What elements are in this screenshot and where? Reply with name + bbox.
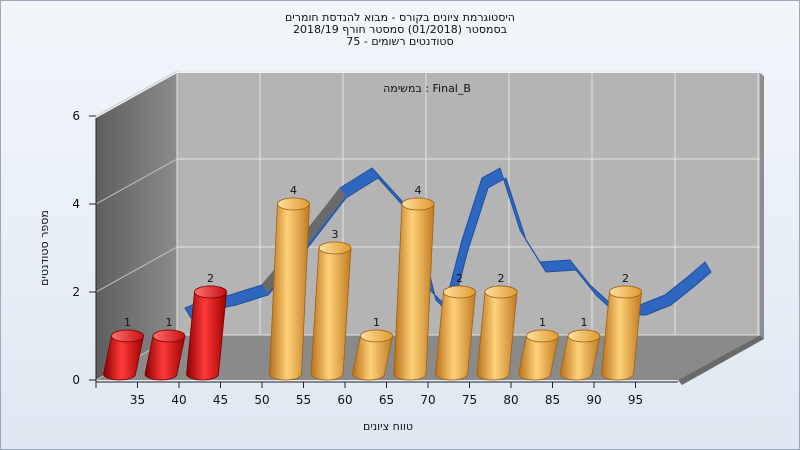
grid-side-line — [95, 246, 178, 293]
histogram-bar: 3 — [310, 228, 352, 381]
x-tick-label: 45 — [213, 393, 228, 407]
bar-top — [567, 329, 601, 343]
x-tick-label: 65 — [379, 393, 394, 407]
bar-top — [401, 197, 435, 211]
bar-value-label: 2 — [622, 272, 629, 285]
y-axis-ticks: 0 2 4 6 — [72, 109, 96, 387]
bars-group: 1 1 2 4 3 1 4 2 2 1 1 2 — [103, 184, 642, 381]
bar-value-label: 4 — [415, 184, 422, 197]
x-tick-label: 70 — [420, 393, 435, 407]
histogram-bar: 2 — [476, 272, 518, 381]
bar-value-label: 2 — [498, 272, 505, 285]
bar-value-label: 1 — [373, 316, 380, 329]
bar-top — [609, 285, 642, 299]
x-tick-label: 75 — [462, 393, 477, 407]
bar-value-label: 2 — [207, 272, 214, 285]
grid-side-line — [95, 70, 178, 117]
y-tick-label: 0 — [72, 373, 80, 387]
histogram-bar: 1 — [559, 316, 601, 381]
histogram-bar: 4 — [269, 184, 310, 381]
histogram-bar: 2 — [186, 272, 227, 381]
chart-title-line-3: סטודנטים רשומים - 75 — [346, 35, 454, 48]
y-axis-title: מספר סטודנטים — [38, 210, 51, 286]
floor-edge — [678, 335, 764, 385]
x-tick-label: 55 — [296, 393, 311, 407]
bar-value-label: 1 — [581, 316, 588, 329]
bar-top — [360, 329, 393, 343]
bar-top — [152, 329, 186, 343]
x-axis-title: טווח ציונים — [363, 420, 413, 433]
left-side-wall — [96, 73, 177, 380]
histogram-bar: 4 — [393, 184, 435, 381]
x-tick-label: 40 — [171, 393, 186, 407]
grid-side-line — [95, 158, 178, 205]
chart-title-line-2: בסמסטר (01/2018) סמסטר חורף 2018/19 — [293, 23, 507, 36]
bar-top — [194, 285, 227, 299]
histogram-bar: 1 — [103, 316, 144, 381]
x-axis-ticks: 35 40 45 50 55 60 65 70 75 80 85 90 95 — [95, 382, 643, 407]
bar-top — [484, 285, 518, 299]
bar-value-label: 3 — [332, 228, 339, 241]
bar-top — [526, 329, 559, 343]
x-tick-label: 50 — [254, 393, 269, 407]
chart-title-line-1: היסטוגרמת ציונים בקורס - מבוא להנדסת חומ… — [285, 11, 515, 24]
chart-subtitle: במשימה : Final_B — [383, 82, 471, 95]
bar-top — [443, 285, 476, 299]
histogram-bar: 2 — [601, 272, 642, 381]
histogram-bar: 2 — [435, 272, 476, 381]
x-tick-label: 60 — [337, 393, 352, 407]
bar-value-label: 1 — [124, 316, 131, 329]
bar-top — [111, 329, 144, 343]
histogram-bar: 1 — [518, 316, 559, 381]
y-tick-label: 4 — [72, 197, 80, 211]
x-tick-label: 90 — [586, 393, 601, 407]
bar-value-label: 2 — [456, 272, 463, 285]
x-tick-label: 85 — [545, 393, 560, 407]
histogram-bar: 1 — [352, 316, 393, 381]
x-tick-label: 80 — [503, 393, 518, 407]
x-tick-label: 35 — [130, 393, 145, 407]
x-tick-label: 95 — [628, 393, 643, 407]
bar-value-label: 4 — [290, 184, 297, 197]
bar-value-label: 1 — [166, 316, 173, 329]
bar-value-label: 1 — [539, 316, 546, 329]
histogram-bar: 1 — [144, 316, 186, 381]
y-tick-label: 2 — [72, 285, 80, 299]
bar-top — [277, 197, 310, 211]
back-wall-edge — [760, 73, 764, 339]
bar-top — [318, 241, 352, 255]
y-tick-label: 6 — [72, 109, 80, 123]
